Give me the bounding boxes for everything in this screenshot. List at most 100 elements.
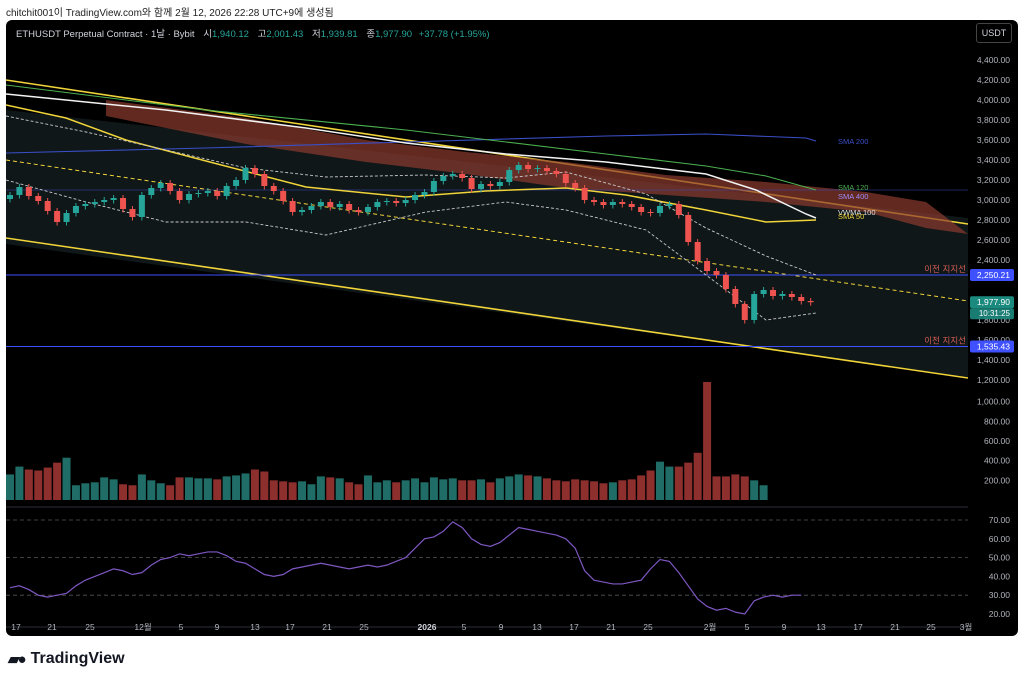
candle-body — [760, 290, 767, 294]
volume-bar — [590, 481, 599, 500]
candle-body — [741, 304, 748, 320]
time-tick-label: 21 — [322, 622, 332, 632]
candle-body — [402, 200, 409, 203]
candle-body — [412, 195, 419, 200]
price-tick-label: 3,400.00 — [977, 155, 1010, 165]
candle-body — [299, 210, 306, 212]
volume-bar — [316, 476, 325, 500]
volume-bar — [147, 480, 156, 500]
volume-bar — [109, 479, 118, 500]
volume-bar — [156, 483, 165, 500]
candle-body — [355, 210, 362, 212]
sma120-line — [6, 84, 817, 191]
time-tick-label: 25 — [85, 622, 95, 632]
price-tick-label: 1,400.00 — [977, 355, 1010, 365]
candle-body — [440, 176, 447, 181]
low-label: 저 — [311, 29, 321, 40]
tradingview-logo[interactable]: ▰● TradingView — [8, 650, 125, 668]
candle-body — [496, 182, 503, 186]
volume-bar — [335, 478, 344, 500]
open-label: 시 — [203, 29, 212, 40]
volume-bar — [81, 483, 90, 500]
candle-body — [572, 183, 579, 188]
volume-bar — [514, 474, 523, 500]
sma400-line — [6, 93, 817, 219]
volume-bar — [53, 462, 62, 500]
candle-body — [214, 191, 221, 196]
volume-bar — [260, 471, 269, 500]
candle-body — [807, 301, 814, 303]
candle-body — [478, 184, 484, 189]
volume-bar — [759, 485, 768, 500]
candle-body — [16, 187, 23, 195]
tradingview-logo-icon: ▰● — [8, 651, 27, 668]
chart-canvas[interactable]: 4,400.00 4,200.00 4,000.00 3,800.00 3,600.00… — [6, 20, 1018, 636]
volume-bar — [222, 476, 231, 500]
candle-body — [242, 168, 249, 180]
rsi-tick-label: 30.00 — [989, 590, 1011, 600]
volume-bar — [119, 484, 128, 500]
rsi-tick-label: 70.00 — [989, 515, 1011, 525]
rsi-tick-label: 60.00 — [989, 534, 1011, 544]
candle-body — [525, 165, 532, 169]
candle-body — [562, 174, 569, 183]
candle-body — [591, 200, 598, 202]
countdown-label: 10:31:25 — [979, 309, 1011, 318]
candle-body — [628, 204, 635, 207]
bollinger-lower — [6, 179, 817, 321]
time-tick-label: 9 — [499, 622, 504, 632]
candle-body — [129, 209, 136, 217]
candle-body — [270, 186, 277, 191]
candle-body — [223, 186, 230, 196]
candle-body — [148, 188, 155, 195]
candle-body — [732, 289, 739, 304]
candle-body — [449, 174, 456, 176]
candle-body — [393, 201, 400, 203]
volume-tick-label: 1,000.00 — [977, 397, 1010, 407]
time-tick-label: 25 — [926, 622, 936, 632]
volume-bar — [307, 484, 316, 500]
symbol-label: ETHUSDT Perpetual Contract · 1날 · Bybit — [16, 29, 195, 40]
low-value: 1,939.81 — [320, 29, 358, 40]
sma400-label: SMA 400 — [838, 192, 868, 201]
channel-lower-line — [6, 237, 969, 379]
volume-bar — [203, 478, 212, 500]
candle-body — [534, 168, 541, 169]
candle-body — [647, 212, 654, 213]
price-tick-label: 2,800.00 — [977, 215, 1010, 225]
time-tick-label: 21 — [606, 622, 616, 632]
volume-bar — [599, 483, 608, 500]
volume-bar — [665, 466, 674, 500]
time-tick-label: 3월 — [960, 622, 973, 632]
time-tick-label: 12월 — [134, 622, 151, 632]
candle-body — [704, 261, 711, 271]
candle-body — [666, 204, 673, 206]
candle-body — [82, 204, 89, 206]
support-price-tag-2-box — [970, 340, 1014, 353]
rsi-tick-label: 50.00 — [989, 553, 1011, 563]
time-tick-label: 25 — [643, 622, 653, 632]
chart-frame[interactable]: 4,400.00 4,200.00 4,000.00 3,800.00 3,600.00… — [6, 20, 1018, 636]
volume-bar — [693, 452, 702, 500]
candle-body — [157, 183, 164, 188]
volume-bar — [382, 480, 391, 500]
candle-body — [110, 198, 117, 200]
price-tick-label: 1,200.00 — [977, 375, 1010, 385]
volume-bar — [232, 475, 241, 500]
time-tick-label: 13 — [250, 622, 260, 632]
volume-bar — [655, 461, 664, 500]
candle-body — [751, 294, 758, 320]
candle-body — [91, 202, 98, 204]
volume-bar — [684, 462, 693, 500]
volume-bar — [637, 475, 646, 500]
candle-body — [468, 178, 475, 189]
time-tick-label: 9 — [782, 622, 787, 632]
volume-bar — [571, 479, 580, 500]
volume-bar — [439, 479, 448, 500]
candle-body — [713, 271, 720, 275]
top-caption: chitchit001이 TradingView.com와 함께 2월 12, … — [6, 8, 334, 19]
candle-body — [336, 204, 343, 207]
volume-bar — [71, 485, 80, 500]
currency-unit-button[interactable]: USDT — [976, 23, 1012, 43]
support-price-tag-1-box — [970, 268, 1014, 281]
